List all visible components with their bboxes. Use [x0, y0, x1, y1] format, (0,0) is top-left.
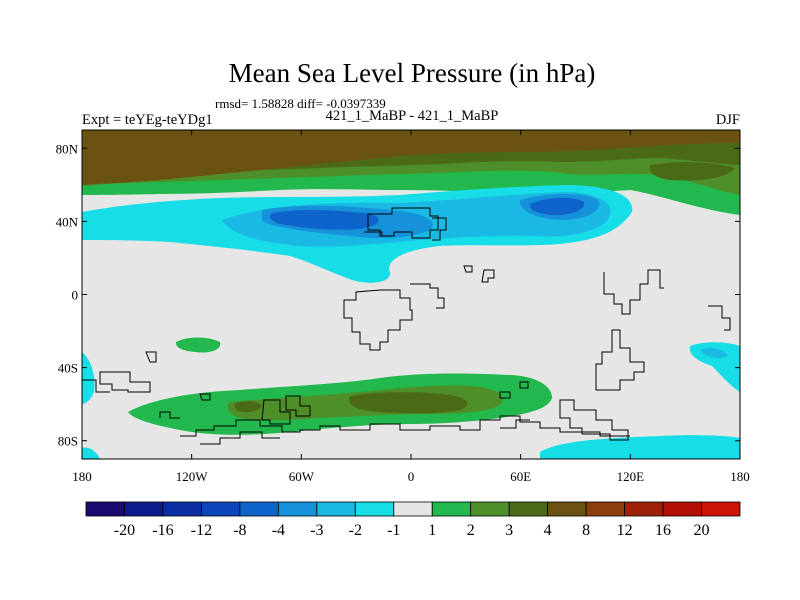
- lon-tick-label: 60E: [510, 469, 531, 484]
- arctic-olive-patch: [649, 162, 735, 181]
- lon-tick-label: 0: [408, 469, 415, 484]
- africa-south-tip: [499, 391, 511, 399]
- antarctic-cyan-right: [540, 435, 740, 459]
- colorbar-swatch: [162, 501, 202, 517]
- colorbar-label: -20: [114, 522, 135, 539]
- south-america-coast: [145, 351, 157, 363]
- arctic-brown-core: [82, 130, 740, 185]
- antarctic-coast-inner: [200, 431, 280, 445]
- lat-tick-label: 40S: [58, 361, 78, 376]
- asia-coast: [432, 217, 447, 241]
- antarctic-coast-west: [180, 415, 630, 437]
- asia-mainland-coast: [603, 269, 664, 315]
- center-label: 421_1_MaBP - 421_1_MaBP: [326, 108, 499, 124]
- colorbar-swatch: [201, 501, 241, 517]
- lat-tick-label: 0: [72, 288, 79, 303]
- pressure-map: [82, 130, 740, 459]
- season-label: DJF: [716, 112, 740, 128]
- new-zealand-coast: [708, 305, 731, 331]
- east-pacific-cyan: [689, 342, 740, 392]
- colorbar-swatch: [316, 501, 356, 517]
- latitude-axis: 80N 40N 0 40S 80S: [56, 141, 740, 449]
- colorbar-swatch: [277, 501, 318, 517]
- india-coast: [481, 269, 495, 283]
- colorbar-label: 3: [505, 522, 513, 539]
- antarctic-cyan-left: [82, 447, 100, 459]
- indonesia-coast: [595, 329, 645, 391]
- stats-line: rmsd= 1.58828 diff= -0.0397339: [215, 96, 386, 111]
- south-america-patagonia: [82, 379, 110, 393]
- colorbar-label: -12: [191, 522, 212, 539]
- colorbar: -20 -16 -12 -8 -4 -3 -2 -1 1 2 3 4 8 12 16 20: [85, 501, 741, 539]
- lat-tick-label: 80S: [58, 434, 78, 449]
- colorbar-swatch: [624, 501, 664, 517]
- colorbar-swatch: [354, 501, 395, 517]
- colorbar-label: -1: [387, 522, 400, 539]
- lon-tick-label: 120W: [176, 469, 209, 484]
- lon-tick-label: 180: [730, 469, 750, 484]
- lon-tick-label: 180: [72, 469, 92, 484]
- lon-tick-label: 60W: [289, 469, 315, 484]
- tropical-green-patch: [175, 337, 221, 353]
- mediterranean-coast: [364, 231, 392, 237]
- lat-tick-label: 80N: [56, 141, 79, 156]
- australia-coast: [559, 399, 629, 441]
- plot-title: Mean Sea Level Pressure (in hPa): [229, 58, 596, 88]
- west-edge-cyan: [82, 352, 95, 404]
- north-darkblue-core: [270, 210, 379, 230]
- colorbar-swatch: [239, 501, 279, 517]
- colorbar-label: -2: [349, 522, 362, 539]
- longitude-axis: 180 120W 60W 0 60E 120E 180: [72, 130, 750, 484]
- europe-coast: [367, 207, 439, 239]
- lon-tick-label: 120E: [617, 469, 645, 484]
- colorbar-swatch: [393, 501, 433, 517]
- colorbar-label: 8: [582, 522, 590, 539]
- antarctic-peninsula: [285, 395, 311, 417]
- left-label: Expt = teYEg-teYDg1: [82, 112, 213, 128]
- east-antarctic-coast: [500, 419, 530, 429]
- madagascar-coast: [519, 381, 529, 389]
- colorbar-label: 20: [694, 522, 710, 539]
- colorbar-swatch: [431, 501, 472, 517]
- africa-coast: [343, 289, 413, 351]
- colorbar-label: 4: [544, 522, 552, 539]
- colorbar-swatch: [547, 501, 587, 517]
- weddell-coast: [159, 411, 180, 419]
- africa-east-coast: [410, 283, 445, 309]
- south-atlantic-coast: [199, 393, 211, 401]
- colorbar-swatch: [470, 501, 510, 517]
- colorbar-label: 16: [655, 522, 671, 539]
- coastlines: [82, 207, 731, 445]
- colorbar-swatch: [701, 501, 741, 517]
- east-darkblue-core: [529, 197, 585, 216]
- colorbar-swatch: [585, 501, 625, 517]
- colorbar-label: 1: [428, 522, 436, 539]
- colorbar-label: -3: [310, 522, 323, 539]
- south-olive-core: [349, 392, 468, 414]
- colorbar-label: -4: [272, 522, 285, 539]
- colorbar-swatch: [662, 501, 702, 517]
- arabia-coast: [463, 265, 473, 273]
- south-olive-patch: [234, 401, 262, 413]
- colorbar-label: 12: [617, 522, 633, 539]
- scotia-arc-coast: [261, 399, 291, 425]
- south-america-main: [99, 371, 151, 393]
- colorbar-swatch: [508, 501, 549, 517]
- colorbar-swatch: [85, 501, 125, 517]
- colorbar-label: 2: [467, 522, 475, 539]
- colorbar-swatch: [124, 501, 164, 517]
- colorbar-label: -16: [152, 522, 173, 539]
- lat-tick-label: 40N: [56, 214, 79, 229]
- east-pacific-lightblue: [700, 347, 728, 358]
- colorbar-label: -8: [233, 522, 246, 539]
